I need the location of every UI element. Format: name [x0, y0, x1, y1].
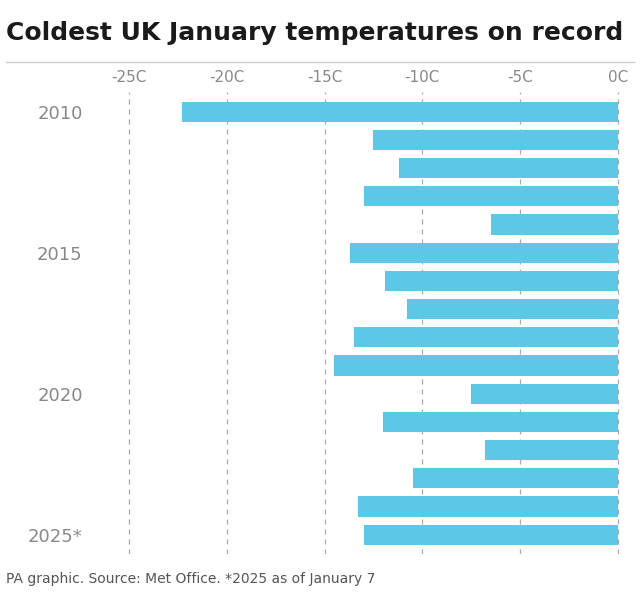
- Bar: [358, 496, 618, 517]
- Bar: [383, 412, 618, 432]
- Bar: [491, 214, 618, 235]
- Bar: [485, 440, 618, 460]
- Bar: [350, 243, 618, 263]
- Bar: [364, 186, 618, 206]
- Bar: [406, 299, 618, 319]
- Bar: [385, 271, 618, 291]
- Bar: [373, 130, 618, 150]
- Bar: [399, 158, 618, 178]
- Text: PA graphic. Source: Met Office. *2025 as of January 7: PA graphic. Source: Met Office. *2025 as…: [6, 572, 376, 586]
- Bar: [471, 384, 618, 404]
- Bar: [334, 355, 618, 375]
- Bar: [354, 327, 618, 347]
- Bar: [413, 468, 618, 489]
- Bar: [182, 101, 618, 122]
- Bar: [364, 525, 618, 545]
- Text: Coldest UK January temperatures on record: Coldest UK January temperatures on recor…: [6, 21, 623, 44]
